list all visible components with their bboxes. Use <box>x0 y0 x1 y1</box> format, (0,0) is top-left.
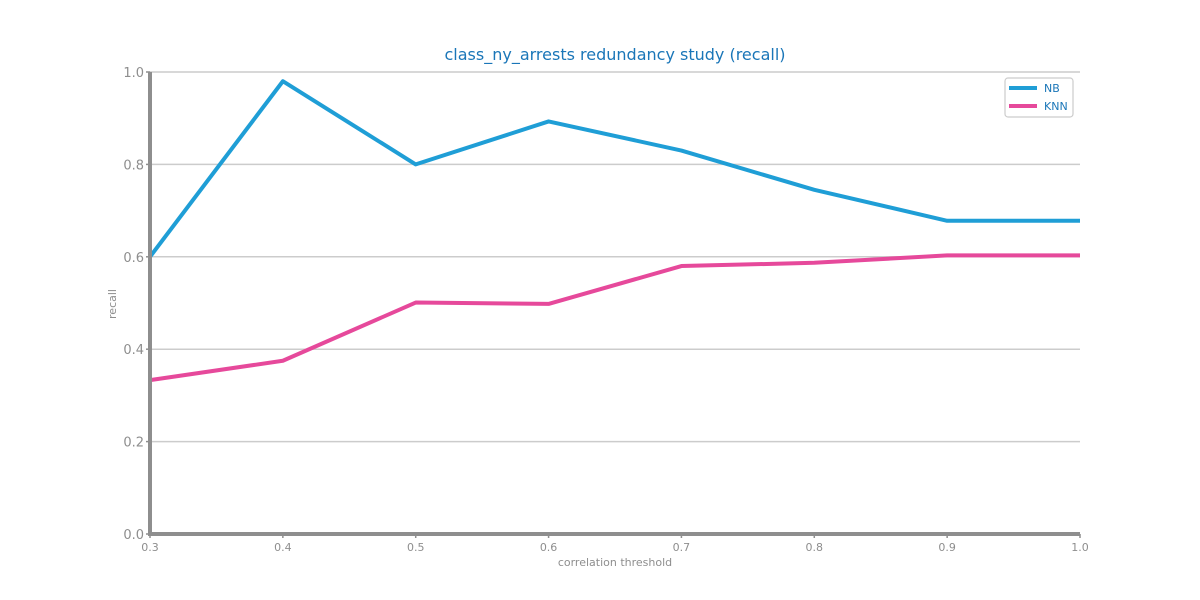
axes <box>148 72 1080 536</box>
x-axis-label: correlation threshold <box>558 556 672 569</box>
y-axis-label: recall <box>106 289 119 319</box>
chart-title: class_ny_arrests redundancy study (recal… <box>445 45 786 65</box>
legend-label-nb: NB <box>1044 82 1060 95</box>
series-line-nb <box>148 79 1080 259</box>
y-tick-label: 0.8 <box>123 158 144 173</box>
series-line-knn <box>149 253 1080 383</box>
x-tick-label: 0.3 <box>141 541 159 554</box>
legend-label-knn: KNN <box>1044 100 1068 113</box>
x-tick-label: 0.8 <box>806 541 824 554</box>
legend: NB KNN <box>1004 77 1074 118</box>
x-tick-label: 0.7 <box>673 541 691 554</box>
x-tick-label: 0.4 <box>274 541 292 554</box>
y-tick-label: 1.0 <box>123 66 144 81</box>
x-tick-label: 1.0 <box>1071 541 1089 554</box>
series-lines <box>148 79 1080 383</box>
x-tick-label: 0.6 <box>540 541 558 554</box>
x-tick-label: 0.5 <box>407 541 425 554</box>
tick-labels: 0.3 0.4 0.5 0.6 0.7 0.8 0.9 1.0 0.0 0.2 0.4 0.6 0.8 1… <box>123 66 1088 554</box>
y-tick-label: 0.4 <box>123 343 144 358</box>
y-tick-label: 0.0 <box>123 528 144 543</box>
x-tick-label: 0.9 <box>938 541 956 554</box>
y-tick-label: 0.2 <box>123 436 144 451</box>
y-tick-label: 0.6 <box>123 251 144 266</box>
